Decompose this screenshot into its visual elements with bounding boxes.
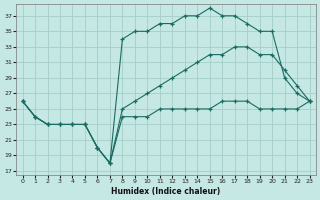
X-axis label: Humidex (Indice chaleur): Humidex (Indice chaleur) [111, 187, 221, 196]
